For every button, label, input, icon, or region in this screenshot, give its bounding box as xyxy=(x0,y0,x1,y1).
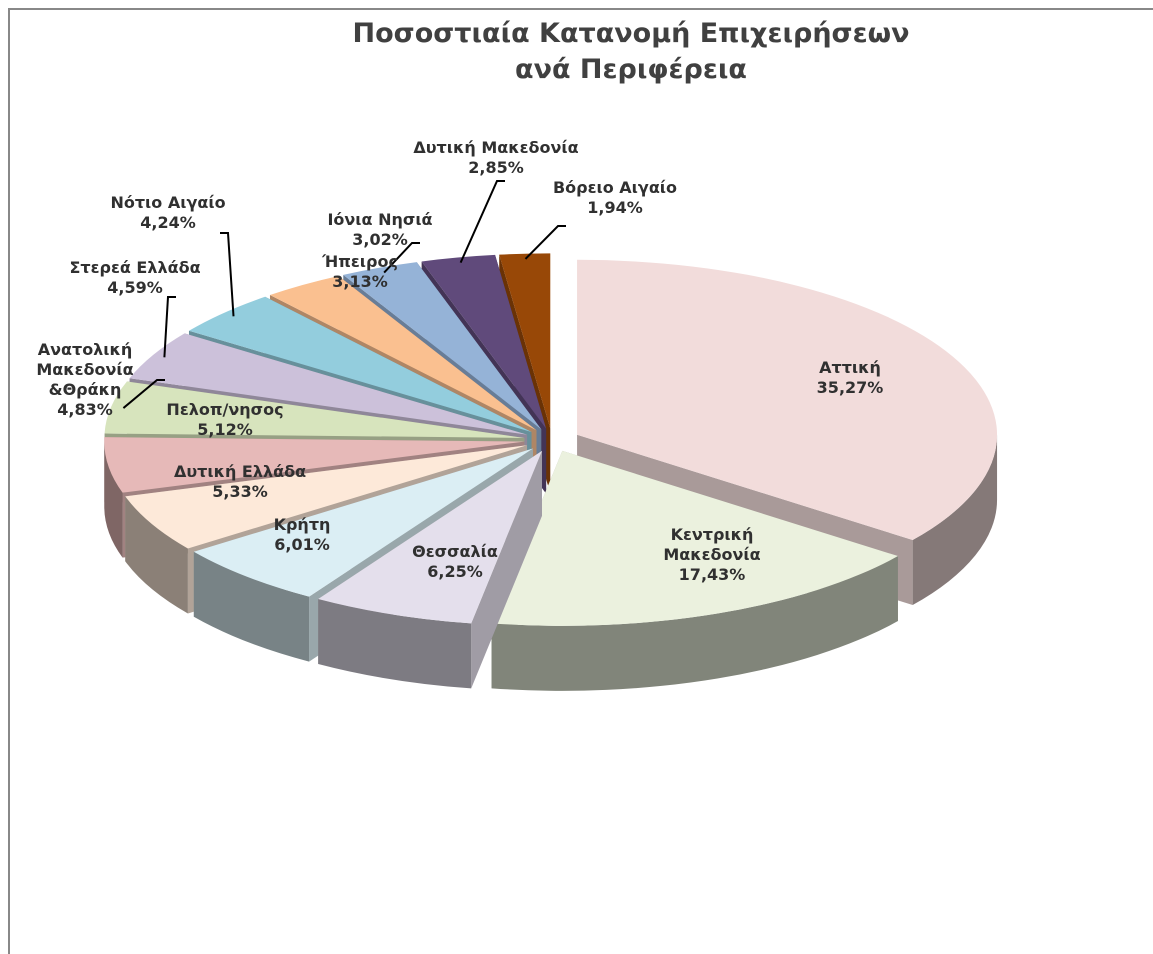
data-label: Δυτική Μακεδονία 2,85% xyxy=(381,138,611,178)
slice xyxy=(421,254,547,429)
category-label: Νότιο Αιγαίο xyxy=(110,193,226,212)
data-label: Θεσσαλία 6,25% xyxy=(380,542,530,582)
value-label: 3,02% xyxy=(352,230,408,249)
data-label: Βόρειο Αιγαίο 1,94% xyxy=(525,178,705,218)
value-label: 4,83% xyxy=(57,400,113,419)
value-label: 3,13% xyxy=(332,272,388,291)
slice xyxy=(104,381,525,438)
leader-line xyxy=(220,232,235,317)
value-label: 1,94% xyxy=(587,198,643,217)
data-label: Αττική 35,27% xyxy=(775,358,925,398)
data-label: Ανατολική Μακεδονία &Θράκη 4,83% xyxy=(15,340,155,420)
value-label: 4,24% xyxy=(140,213,196,232)
category-label: Θεσσαλία xyxy=(412,542,498,561)
slice xyxy=(269,275,537,431)
slice xyxy=(125,445,527,549)
leader-line xyxy=(163,296,176,358)
value-label: 4,59% xyxy=(107,278,163,297)
slice-side xyxy=(491,556,898,691)
slice xyxy=(491,450,898,626)
slice-side xyxy=(193,551,310,662)
category-label: Ιόνια Νησιά xyxy=(327,210,433,229)
data-label: Κεντρική Μακεδονία 17,43% xyxy=(637,525,787,585)
value-label: 35,27% xyxy=(816,378,884,397)
leader-line xyxy=(383,242,420,274)
data-label: Στερεά Ελλάδα 4,59% xyxy=(35,258,235,298)
leader-line xyxy=(459,180,505,264)
category-label: Κεντρική Μακεδονία xyxy=(663,525,761,564)
slice xyxy=(577,259,998,541)
slice xyxy=(129,333,528,435)
category-label: Αττική xyxy=(819,358,881,377)
value-label: 6,01% xyxy=(274,535,330,554)
value-label: 2,85% xyxy=(468,158,524,177)
data-label: Δυτική Ελλάδα 5,33% xyxy=(150,462,330,502)
slice-side xyxy=(318,598,472,689)
slice xyxy=(343,262,542,430)
category-label: Δυτική Ελλάδα xyxy=(173,462,307,481)
leader-line xyxy=(122,379,165,409)
category-label: Ανατολική Μακεδονία &Θράκη xyxy=(36,340,134,399)
slice xyxy=(499,253,551,429)
chart-title: Ποσοστιαία Κατανομή Επιχειρήσεων ανά Περ… xyxy=(352,18,910,85)
slice xyxy=(193,448,533,597)
category-label: Βόρειο Αιγαίο xyxy=(552,178,678,197)
slice xyxy=(104,437,525,493)
data-label: Ιόνια Νησιά 3,02% xyxy=(315,210,445,250)
data-label: Κρήτη 6,01% xyxy=(242,515,362,555)
leader-line xyxy=(524,225,566,260)
data-label: Ήπειρος 3,13% xyxy=(300,252,420,292)
slice-side xyxy=(104,441,123,558)
category-label: Στερεά Ελλάδα xyxy=(69,258,201,277)
slice-side xyxy=(125,496,188,614)
category-label: Κρήτη xyxy=(273,515,331,534)
category-label: Δυτική Μακεδονία xyxy=(413,138,579,157)
slice xyxy=(188,296,532,433)
value-label: 5,12% xyxy=(197,420,253,439)
slice-side xyxy=(912,434,998,606)
category-label: Πελοπ/νησος xyxy=(166,400,284,419)
data-label: Πελοπ/νησος 5,12% xyxy=(135,400,315,440)
slice xyxy=(318,450,542,624)
chart-frame xyxy=(8,8,1153,954)
value-label: 6,25% xyxy=(427,562,483,581)
category-label: Ήπειρος xyxy=(322,252,398,271)
value-label: 17,43% xyxy=(678,565,746,584)
value-label: 5,33% xyxy=(212,482,268,501)
data-label: Νότιο Αιγαίο 4,24% xyxy=(88,193,248,233)
